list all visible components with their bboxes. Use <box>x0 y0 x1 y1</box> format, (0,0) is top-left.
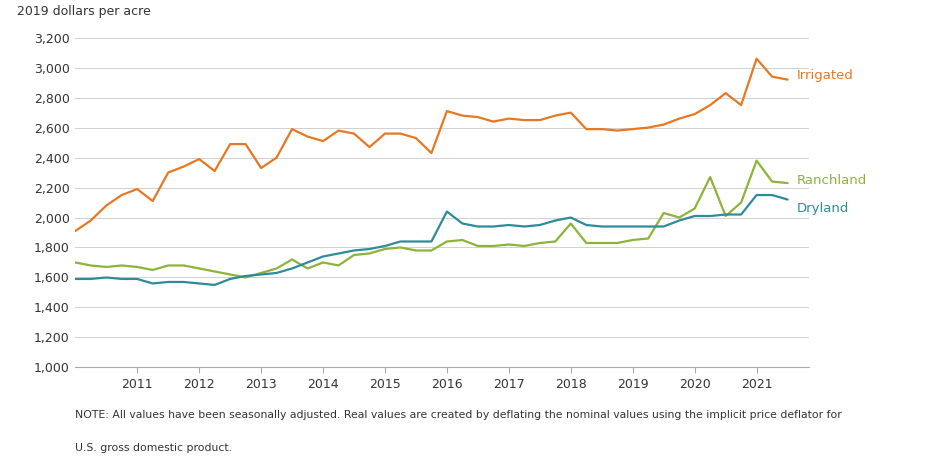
Text: Irrigated: Irrigated <box>797 69 853 81</box>
Text: Ranchland: Ranchland <box>797 173 867 187</box>
Text: U.S. gross domestic product.: U.S. gross domestic product. <box>75 443 232 453</box>
Text: Dryland: Dryland <box>797 202 849 215</box>
Text: 2019 dollars per acre: 2019 dollars per acre <box>17 5 151 18</box>
Text: NOTE: All values have been seasonally adjusted. Real values are created by defla: NOTE: All values have been seasonally ad… <box>75 410 842 420</box>
